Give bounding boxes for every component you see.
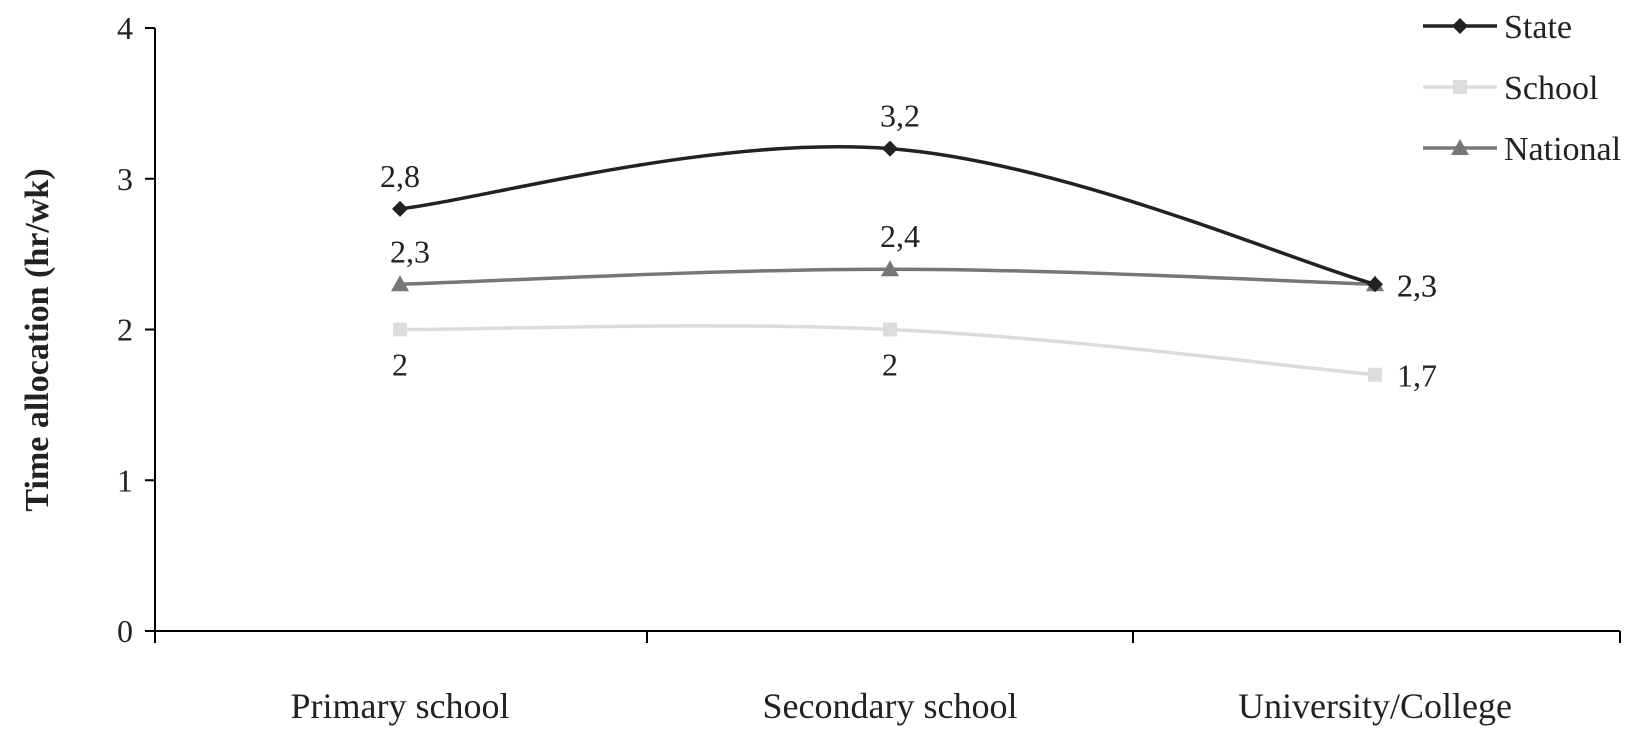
chart-axes: 0 1 2 3 4 Primary school Secondary school Unive… bbox=[117, 10, 1621, 726]
y-axis-label: Time allocation (hr/wk) bbox=[19, 168, 56, 511]
data-label-state: 2,8 bbox=[380, 158, 420, 194]
y-tick-label: 0 bbox=[117, 613, 133, 649]
x-tick-label: University/College bbox=[1238, 686, 1512, 726]
data-point-state bbox=[1367, 276, 1383, 293]
y-tick-label: 3 bbox=[117, 161, 133, 197]
data-label-national: 2,4 bbox=[880, 218, 920, 254]
data-point-school bbox=[883, 322, 897, 337]
data-label-school: 1,7 bbox=[1397, 358, 1437, 394]
x-tick-label: Primary school bbox=[291, 686, 510, 726]
y-tick-label: 4 bbox=[117, 10, 133, 46]
legend-label-school: School bbox=[1504, 70, 1598, 107]
data-label-state: 2,3 bbox=[1397, 267, 1437, 303]
x-tick-label: Secondary school bbox=[763, 686, 1018, 726]
data-point-school bbox=[393, 322, 407, 337]
data-point-state bbox=[882, 140, 898, 157]
legend: State School National bbox=[1423, 9, 1621, 168]
data-point-state bbox=[392, 200, 408, 217]
series-line-state bbox=[399, 144, 1376, 286]
series-layer bbox=[391, 140, 1384, 382]
legend-marker-national bbox=[1451, 139, 1469, 155]
legend-marker-school bbox=[1453, 80, 1467, 94]
data-label-national: 2,3 bbox=[390, 233, 430, 269]
data-label-national: 2,3 bbox=[1397, 267, 1437, 303]
data-label-school: 2 bbox=[392, 347, 408, 383]
data-point-national bbox=[881, 260, 899, 277]
data-point-school bbox=[1368, 367, 1382, 382]
data-label-school: 2 bbox=[882, 347, 898, 383]
legend-marker-state bbox=[1452, 18, 1468, 34]
y-tick-label: 1 bbox=[117, 462, 133, 498]
data-labels-layer: 2,83,22,32 2 1,72,3 2,42,3 bbox=[380, 98, 1437, 394]
y-tick-label: 2 bbox=[117, 312, 133, 348]
data-point-national bbox=[391, 275, 409, 292]
legend-label-national: National bbox=[1504, 131, 1621, 168]
legend-label-state: State bbox=[1504, 9, 1572, 46]
data-label-state: 3,2 bbox=[880, 98, 920, 134]
